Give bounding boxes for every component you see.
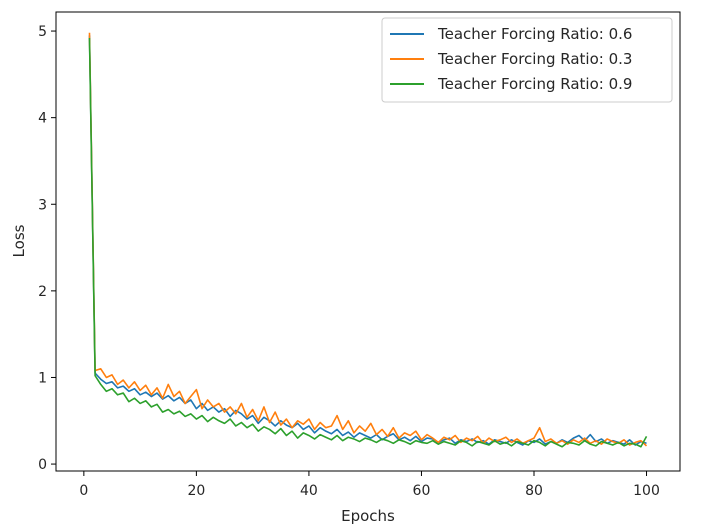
x-tick-label: 20 xyxy=(187,483,205,499)
legend-label-1: Teacher Forcing Ratio: 0.3 xyxy=(437,50,632,68)
y-tick-label: 4 xyxy=(38,111,47,127)
series-line-1 xyxy=(88,32,648,447)
legend-box xyxy=(381,17,673,103)
x-tick-label: 0 xyxy=(79,483,88,499)
x-tick-label: 40 xyxy=(300,483,318,499)
series-layer xyxy=(88,32,648,448)
y-axis-label: Loss xyxy=(10,224,28,257)
y-tick-label: 5 xyxy=(38,24,47,40)
legend-label-2: Teacher Forcing Ratio: 0.9 xyxy=(437,75,632,93)
legend: Teacher Forcing Ratio: 0.6 Teacher Forcin… xyxy=(381,17,673,103)
series-line-2 xyxy=(88,37,648,448)
y-tick-label: 0 xyxy=(38,457,47,473)
x-tick-label: 60 xyxy=(413,483,431,499)
y-tick-label: 1 xyxy=(38,370,47,386)
y-tick-label: 3 xyxy=(38,197,47,213)
y-tick-label: 2 xyxy=(38,284,47,300)
x-axis-ticks: 0 20 40 60 80 100 xyxy=(79,471,660,499)
x-tick-label: 100 xyxy=(633,483,660,499)
x-tick-label: 80 xyxy=(525,483,543,499)
plot-frame xyxy=(55,11,681,472)
legend-label-0: Teacher Forcing Ratio: 0.6 xyxy=(437,25,632,43)
y-axis-ticks: 0 1 2 3 4 5 xyxy=(38,24,56,473)
x-axis-label: Epochs xyxy=(341,507,395,525)
